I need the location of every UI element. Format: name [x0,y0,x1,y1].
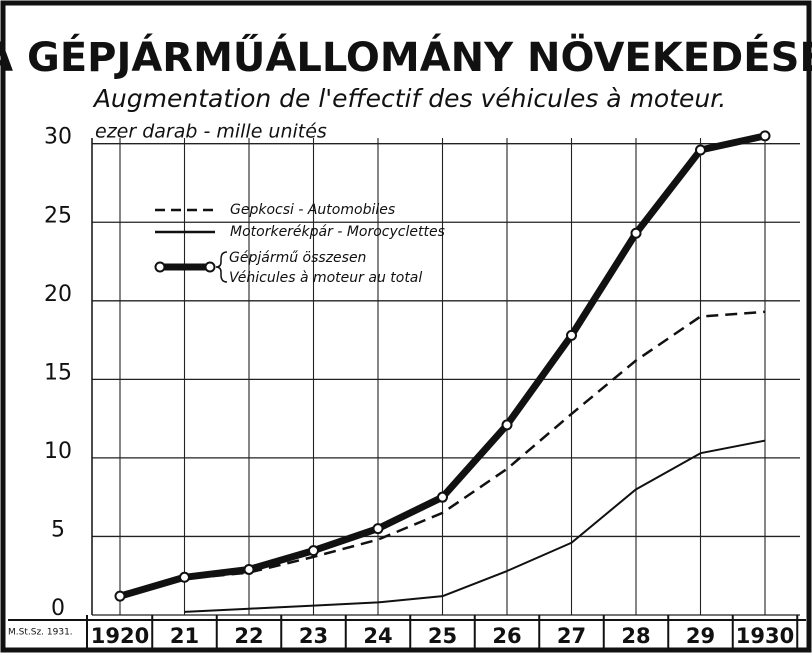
point [179,571,190,583]
point [437,491,448,503]
series-line [119,310,766,598]
series-line [184,439,766,613]
x-tick-label: 28 [621,624,650,648]
point [630,227,642,239]
legend-brace [215,251,228,283]
x-tick-label: 23 [299,624,328,648]
source: M.St.Sz. 1931. [8,628,73,638]
y-tick-label: 0 [51,596,65,621]
x-tick-label: 27 [557,624,586,648]
point [501,419,513,431]
point [566,329,577,341]
y-tick-label: 15 [44,360,72,385]
y-tick-label: 5 [51,517,65,542]
x-tick-label: 25 [428,624,457,648]
legend-label: Gépjármű összesen [229,250,366,266]
point [114,590,126,602]
point [372,523,384,535]
y-tick-label: 10 [44,439,72,464]
x-tick-label: 26 [492,624,521,648]
legend-label: Véhicules à moteur au total [229,270,422,286]
x-tick-label: 29 [686,624,715,648]
legend-swatch [204,261,216,273]
chart-subtitle: Augmentation de l'effectif des véhicules… [92,84,726,113]
x-tick-label: 22 [234,624,263,648]
point [308,545,319,557]
y-tick-label: 25 [44,203,72,228]
y-tick-label: 30 [44,125,72,150]
x-tick-label: 24 [363,624,392,648]
point [695,144,706,156]
legend-swatch [154,261,166,273]
x-tick-label: 1920 [91,624,149,648]
x-tick-label: 21 [170,624,199,648]
y-axis-label: ezer darab - mille unités [95,121,327,143]
point [759,130,771,142]
legend-label: Gepkocsi - Automobiles [230,202,395,218]
point [243,563,255,575]
chart-title: A GÉPJÁRMŰÁLLOMÁNY NÖVEKEDÉSE. [0,32,812,81]
x-tick-label: 1930 [736,624,794,648]
y-tick-label: 20 [44,282,72,307]
legend-label: Motorkerékpár - Morocyclettes [230,224,445,240]
